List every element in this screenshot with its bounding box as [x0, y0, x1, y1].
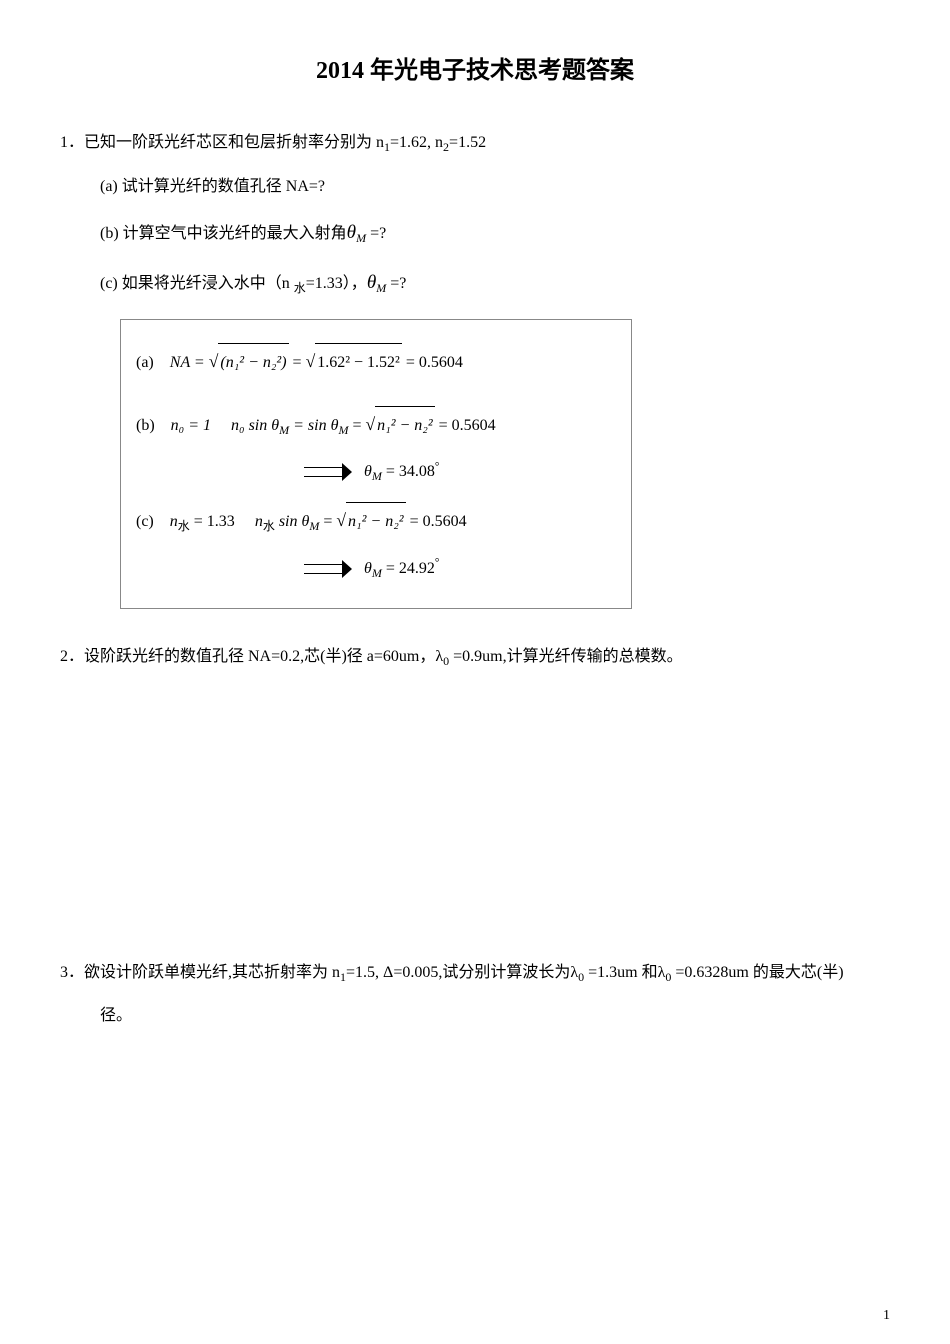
page-number: 1 [883, 1308, 890, 1324]
q3-lambda1: λ [570, 964, 578, 981]
q2-stem: 2．设阶跃光纤的数值孔径 NA=0.2,芯(半)径 a=60um，λ0 =0.9… [60, 639, 890, 675]
sol-b-sqrt-inner: n₁² − n₂² [375, 406, 435, 445]
sol-c-expr-pre: n [255, 513, 263, 530]
sol-b-theta-sub: M [372, 469, 382, 483]
sol-a-sqrt2-inner: 1.62² − 1.52² [315, 343, 402, 382]
sol-a-label: (a) [136, 354, 154, 371]
q3-mid3: =1.3um 和 [584, 964, 657, 981]
sol-a-sqrt1: (n₁² − n₂²) [209, 340, 289, 382]
q3-stem: 3．欲设计阶跃单模光纤,其芯折射率为 n1=1.5, Δ=0.005,试分别计算… [60, 955, 890, 991]
q1-c-pre: (c) 如果将光纤浸入水中（n [100, 275, 294, 292]
sol-c-sqrt: n₁² − n₂² [336, 499, 405, 541]
q1-c-water: 水 [294, 281, 306, 295]
sol-c-theta-sub: M [372, 566, 382, 580]
sol-c-eq: = [323, 513, 336, 530]
sol-b-eqmid: = sin θ [293, 417, 338, 434]
q3-end: =0.6328um 的最大芯(半) [671, 964, 843, 981]
q3-line2: 径。 [60, 998, 890, 1033]
sol-c-nw-sub: 水 [178, 520, 190, 534]
q1-stem-text: 1．已知一阶跃光纤芯区和包层折射率分别为 n [60, 134, 384, 151]
q3-delta: Δ [383, 964, 393, 981]
q1-c: (c) 如果将光纤浸入水中（n 水=1.33），θM =? [60, 262, 890, 304]
q1-b-theta: θ [347, 222, 356, 243]
sol-b-eq: = [352, 417, 365, 434]
q1-a: (a) 试计算光纤的数值孔径 NA=? [60, 169, 890, 204]
q1-stem-end: =1.52 [449, 134, 486, 151]
sol-b-m1: M [279, 423, 289, 437]
q1-stem-mid: =1.62, n [390, 134, 443, 151]
sol-a-sqrt1-inner: (n₁² − n₂²) [218, 343, 288, 382]
sol-b-sqrt: n₁² − n₂² [365, 403, 434, 445]
sol-b-label: (b) [136, 417, 155, 434]
q2-lambda: λ [435, 648, 443, 665]
question-1: 1．已知一阶跃光纤芯区和包层折射率分别为 n1=1.62, n2=1.52 (a… [60, 125, 890, 609]
q2-stem-end: =0.9um,计算光纤传输的总模数。 [449, 648, 682, 665]
implies-arrow-icon [304, 564, 344, 574]
sol-b-m2: M [338, 423, 348, 437]
sol-b-expr: n₀ sin θ [231, 417, 279, 434]
sol-c-theta: θ [364, 560, 372, 577]
q3-line2-text: 径。 [100, 1007, 132, 1024]
sol-a-sqrt2: 1.62² − 1.52² [306, 340, 402, 382]
sol-a-row: (a) NA = (n₁² − n₂²) = 1.62² − 1.52² = 0… [136, 340, 616, 382]
sol-c-angle: = 24.92 [386, 560, 440, 577]
sol-c-expr-mid: sin θ [279, 513, 310, 530]
q1-b-sub: M [356, 231, 366, 245]
sol-b-angle: = 34.08 [386, 463, 440, 480]
sol-c-expr-m: M [309, 520, 319, 534]
sol-c-row2: θM = 24.92 [136, 550, 616, 588]
sol-a-left: NA = [170, 354, 209, 371]
q1-b-pre: (b) 计算空气中该光纤的最大入射角 [100, 225, 347, 242]
sol-b-theta: θ [364, 463, 372, 480]
sol-b-result: = 0.5604 [439, 417, 496, 434]
sol-c-expr-sub: 水 [263, 520, 275, 534]
q3-stem-text: 3．欲设计阶跃单模光纤,其芯折射率为 n [60, 964, 340, 981]
q1-solution-box: (a) NA = (n₁² − n₂²) = 1.62² − 1.52² = 0… [120, 319, 632, 609]
sol-a-eq1: = [293, 354, 306, 371]
q3-mid2: =0.005,试分别计算波长为 [393, 964, 570, 981]
document-title: 2014 年光电子技术思考题答案 [60, 50, 890, 85]
q1-c-mid: =1.33）， [306, 275, 367, 292]
question-3: 3．欲设计阶跃单模光纤,其芯折射率为 n1=1.5, Δ=0.005,试分别计算… [60, 955, 890, 1034]
sol-a-result: = 0.5604 [406, 354, 463, 371]
sol-c-result: = 0.5604 [410, 513, 467, 530]
q1-c-post: =? [386, 275, 406, 292]
question-2: 2．设阶跃光纤的数值孔径 NA=0.2,芯(半)径 a=60um，λ0 =0.9… [60, 639, 890, 675]
q2-stem-text: 2．设阶跃光纤的数值孔径 NA=0.2,芯(半)径 a=60um， [60, 648, 435, 665]
sol-c-nw-val: = 1.33 [194, 513, 235, 530]
q1-c-sub: M [376, 281, 386, 295]
implies-arrow-icon [304, 467, 344, 477]
q3-mid1: =1.5, [346, 964, 383, 981]
sol-c-sqrt-inner: n₁² − n₂² [346, 502, 406, 541]
sol-b-n0: n₀ = 1 [171, 417, 211, 434]
sol-b-row2: θM = 34.08 [136, 453, 616, 491]
q1-c-theta: θ [367, 272, 376, 293]
sol-c-row1: (c) n水 = 1.33 n水 sin θM = n₁² − n₂² = 0.… [136, 499, 616, 541]
q1-stem: 1．已知一阶跃光纤芯区和包层折射率分别为 n1=1.62, n2=1.52 [60, 125, 890, 161]
sol-c-nw-pre: n [170, 513, 178, 530]
sol-b-row1: (b) n₀ = 1 n₀ sin θM = sin θM = n₁² − n₂… [136, 403, 616, 445]
q1-b: (b) 计算空气中该光纤的最大入射角θM =? [60, 212, 890, 254]
q1-b-post: =? [366, 225, 386, 242]
sol-c-label: (c) [136, 513, 154, 530]
q1-a-text: (a) 试计算光纤的数值孔径 NA=? [100, 178, 325, 195]
